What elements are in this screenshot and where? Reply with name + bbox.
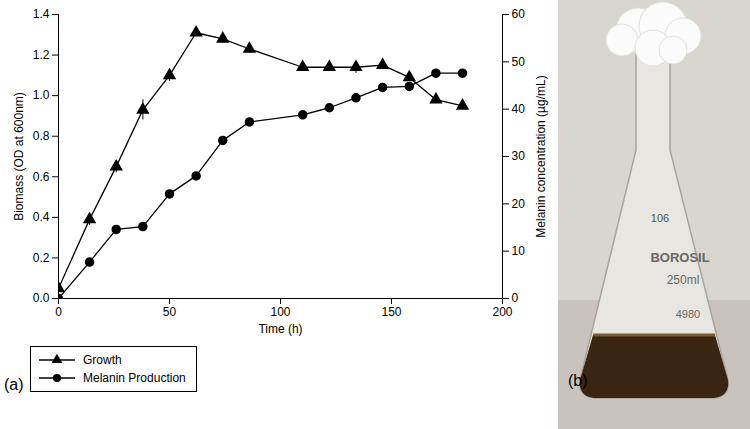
svg-text:50: 50 bbox=[512, 55, 526, 69]
html-text:(a): (a) bbox=[4, 376, 24, 393]
svg-text:0.0: 0.0 bbox=[33, 291, 50, 305]
svg-text:100: 100 bbox=[270, 305, 290, 319]
html-text:Melanin Production: Melanin Production bbox=[83, 371, 186, 385]
svg-text:0.2: 0.2 bbox=[33, 251, 50, 265]
svg-text:150: 150 bbox=[381, 305, 401, 319]
svg-text:0.4: 0.4 bbox=[33, 210, 50, 224]
svg-text:20: 20 bbox=[512, 197, 526, 211]
svg-text:1.0: 1.0 bbox=[33, 88, 50, 102]
svg-text:(b): (b) bbox=[568, 372, 588, 389]
svg-text:1.4: 1.4 bbox=[33, 7, 50, 21]
html-text:Growth: Growth bbox=[83, 353, 122, 367]
svg-text:30: 30 bbox=[512, 149, 526, 163]
svg-text:BOROSIL: BOROSIL bbox=[650, 250, 709, 265]
svg-text:0: 0 bbox=[512, 291, 519, 305]
svg-text:0.6: 0.6 bbox=[33, 170, 50, 184]
svg-text:40: 40 bbox=[512, 102, 526, 116]
svg-text:10: 10 bbox=[512, 244, 526, 258]
svg-text:106: 106 bbox=[651, 212, 669, 224]
svg-text:4980: 4980 bbox=[676, 308, 700, 320]
svg-text:60: 60 bbox=[512, 7, 526, 21]
svg-text:250ml: 250ml bbox=[667, 273, 700, 287]
svg-text:0: 0 bbox=[55, 305, 62, 319]
svg-text:Biomass (OD at 600nm): Biomass (OD at 600nm) bbox=[12, 92, 26, 221]
svg-text:0.8: 0.8 bbox=[33, 129, 50, 143]
svg-text:50: 50 bbox=[163, 305, 177, 319]
svg-text:Time (h): Time (h) bbox=[258, 322, 302, 336]
svg-text:200: 200 bbox=[492, 305, 512, 319]
svg-text:Melanin concentration (µg/mL): Melanin concentration (µg/mL) bbox=[534, 75, 548, 237]
svg-text:1.2: 1.2 bbox=[33, 48, 50, 62]
